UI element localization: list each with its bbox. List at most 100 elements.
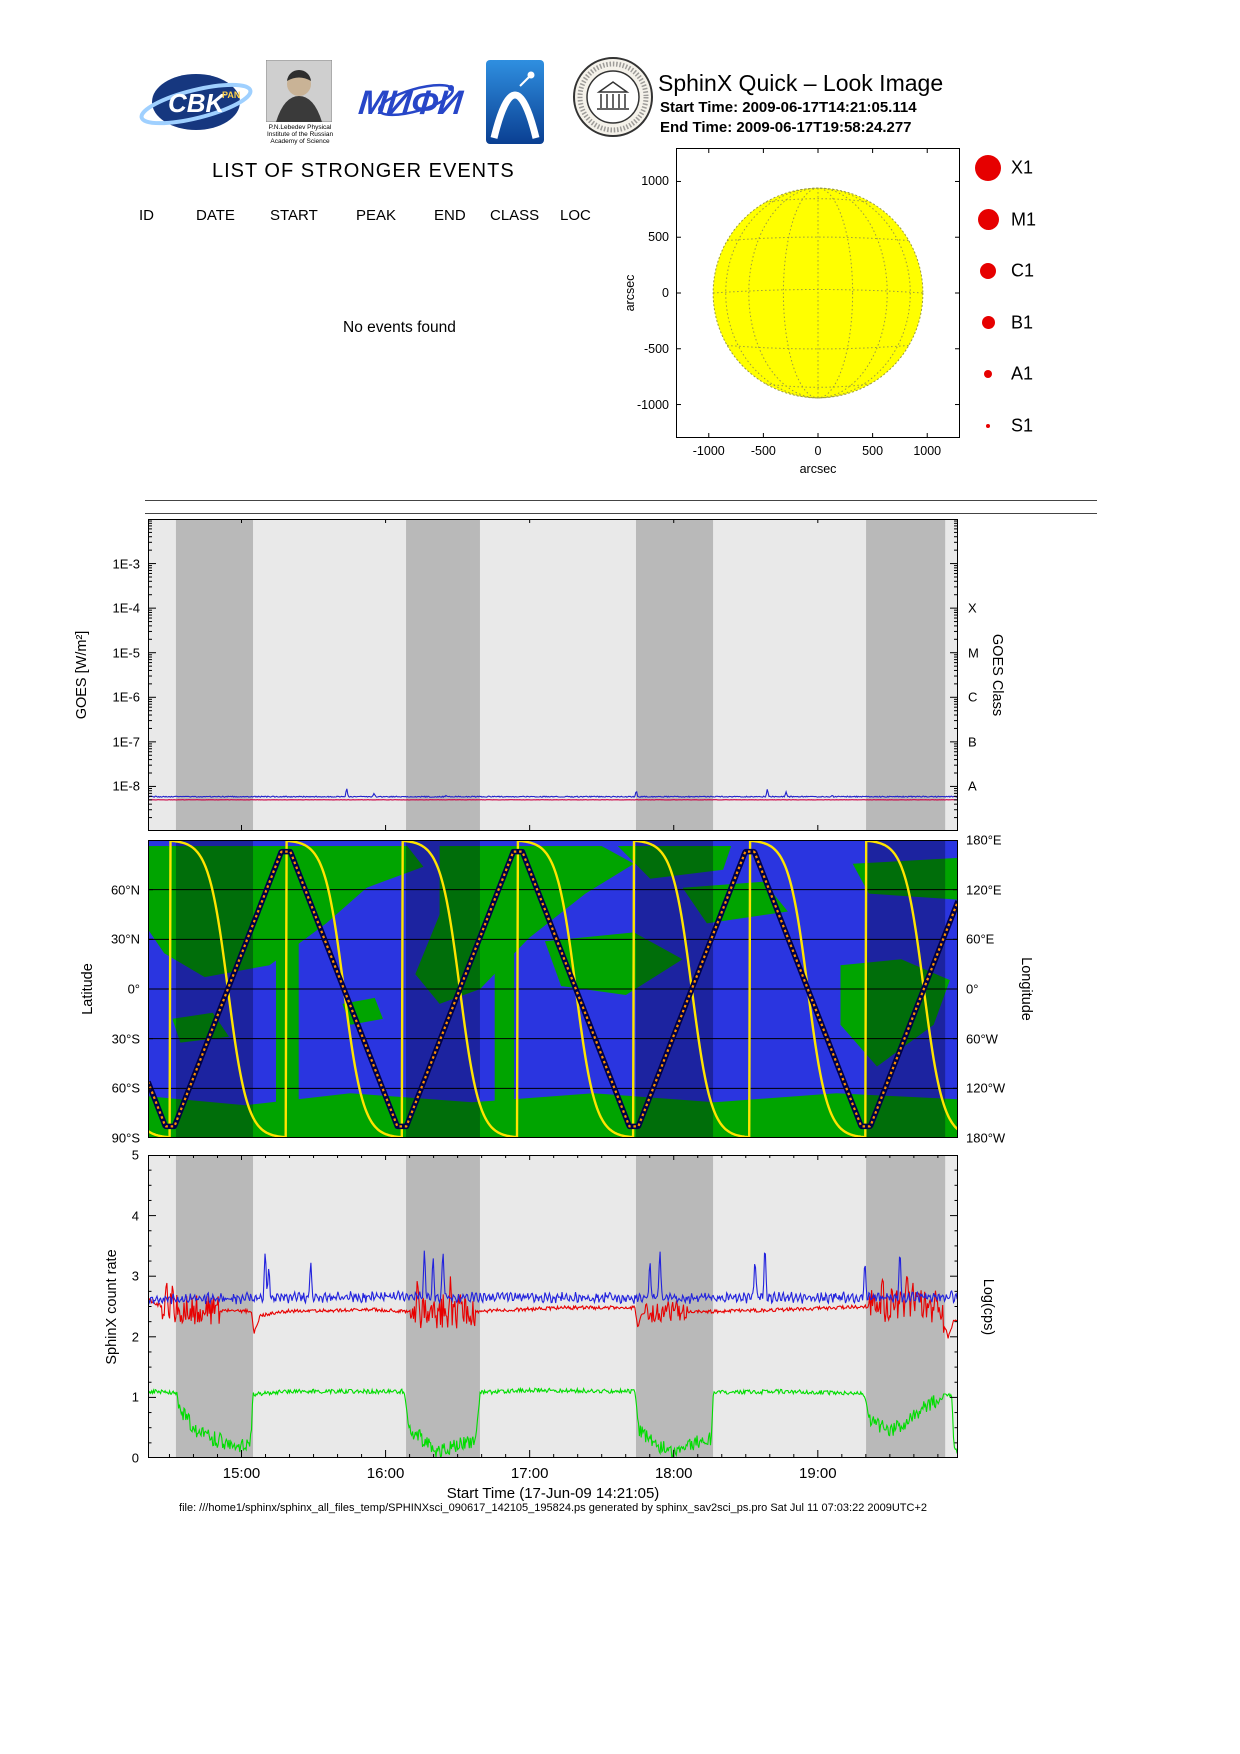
solar-xaxis-label: arcsec bbox=[799, 462, 837, 476]
legend-flare-class-label: S1 bbox=[1011, 415, 1034, 436]
tick-label: 1E-8 bbox=[112, 778, 140, 794]
tick-label: 5 bbox=[131, 1147, 139, 1163]
tick-label: 2 bbox=[131, 1329, 139, 1345]
events-column-header: END bbox=[434, 207, 466, 224]
tick-label: 0 bbox=[662, 286, 669, 300]
goes-flux-chart bbox=[148, 519, 958, 831]
tick-label: 17:00 bbox=[510, 1465, 549, 1482]
green-channel bbox=[148, 1386, 958, 1458]
map-right-axis-label: Longitude bbox=[1018, 957, 1034, 1021]
tick-label: 60°W bbox=[966, 1031, 998, 1047]
cbk-logo: CBK PAN bbox=[138, 70, 258, 134]
tick-label: 1000 bbox=[913, 444, 942, 458]
tick-label: -500 bbox=[750, 444, 776, 458]
end-time: End Time: 2009-06-17T19:58:24.277 bbox=[660, 119, 912, 136]
tick-label: 1E-5 bbox=[112, 645, 140, 661]
cbk-logo-graphic: CBK PAN bbox=[139, 74, 253, 130]
events-column-header: CLASS bbox=[490, 207, 540, 224]
tick-label: 3 bbox=[131, 1268, 139, 1284]
tick-label: 1E-4 bbox=[112, 600, 140, 616]
tick-label: 60°N bbox=[110, 882, 140, 898]
separator-line bbox=[145, 513, 1097, 514]
lebedev-caption: P.N.Lebedev Physical Institute of the Ru… bbox=[250, 124, 350, 145]
mephi-logo-graphic: МИФИ bbox=[357, 83, 466, 122]
events-empty-message: No events found bbox=[343, 319, 456, 336]
tick-label: 0° bbox=[127, 981, 140, 997]
lebedev-portrait-graphic bbox=[265, 59, 333, 123]
red-channel bbox=[148, 1276, 958, 1339]
tick-label: 60°S bbox=[111, 1080, 140, 1096]
legend-flare-class-label: C1 bbox=[1011, 260, 1035, 281]
legend-flare-class-dot bbox=[985, 423, 991, 429]
cbk-logo-subtext: PAN bbox=[222, 90, 240, 100]
tick-label: 180°W bbox=[966, 1130, 1006, 1146]
goes-class-label: A bbox=[968, 778, 977, 794]
ground-track-chart bbox=[148, 840, 958, 1138]
tick-label: 15:00 bbox=[222, 1465, 261, 1482]
legend-flare-class-dot bbox=[981, 316, 995, 330]
tick-label: 1000 bbox=[641, 174, 669, 189]
arch-logo-graphic bbox=[490, 71, 540, 139]
tick-label: 1E-3 bbox=[112, 556, 140, 572]
eclipse-bands bbox=[175, 519, 946, 831]
goes-class-label: X bbox=[968, 600, 977, 616]
blue-channel bbox=[148, 1250, 958, 1305]
rate-xaxis-label: Start Time (17-Jun-09 14:21:05) bbox=[446, 1485, 660, 1502]
tick-label: 1E-6 bbox=[112, 689, 140, 705]
rate-plot-bg bbox=[148, 1155, 958, 1458]
goes-flux bbox=[148, 788, 958, 799]
tick-label: 120°E bbox=[966, 882, 1002, 898]
events-column-header: DATE bbox=[196, 207, 235, 224]
cbk-logo-text: CBK bbox=[168, 88, 227, 118]
goes-class-label: C bbox=[968, 689, 978, 705]
lebedev-portrait bbox=[265, 59, 333, 123]
separator-line bbox=[145, 500, 1097, 501]
rate-yaxis-label: SphinX count rate bbox=[104, 1248, 120, 1365]
events-column-header: START bbox=[270, 207, 318, 224]
events-column-header: LOC bbox=[560, 207, 591, 224]
rate-right-axis-label: Log(cps) bbox=[980, 1278, 996, 1335]
plot-frame bbox=[148, 1155, 958, 1458]
start-time: Start Time: 2009-06-17T14:21:05.114 bbox=[660, 99, 917, 116]
plot-frame bbox=[676, 148, 960, 438]
page-title: SphinX Quick – Look Image bbox=[658, 70, 944, 96]
goes-class-axis-label: GOES Class bbox=[989, 633, 1005, 717]
events-heading: LIST OF STRONGER EVENTS bbox=[212, 160, 515, 182]
legend-flare-class-dot bbox=[980, 263, 996, 280]
orbit-track-outer bbox=[148, 848, 958, 1130]
solar-grid bbox=[713, 187, 923, 399]
goes-class-label: B bbox=[968, 734, 977, 750]
lebedev-caption-line: Academy of Science bbox=[270, 138, 330, 145]
tick-label: 30°S bbox=[111, 1031, 140, 1047]
tick-label: 19:00 bbox=[799, 1465, 837, 1482]
solar-yaxis-label: arcsec bbox=[623, 274, 637, 312]
legend-flare-class-label: M1 bbox=[1011, 209, 1037, 230]
tick-label: -1000 bbox=[692, 444, 725, 458]
legend-flare-class-dot bbox=[977, 209, 999, 231]
tick-label: 1E-7 bbox=[112, 734, 140, 750]
tick-label: 180°E bbox=[966, 832, 1002, 848]
university-seal-graphic bbox=[573, 57, 653, 137]
legend-flare-class-label: B1 bbox=[1011, 312, 1034, 333]
tick-label: 0 bbox=[814, 444, 822, 458]
arch-logo bbox=[486, 60, 544, 144]
tick-label: -1000 bbox=[637, 397, 669, 412]
legend-flare-class-label: A1 bbox=[1011, 363, 1034, 384]
legend-flare-class-label: X1 bbox=[1011, 157, 1034, 178]
lebedev-caption-line: P.N.Lebedev Physical bbox=[268, 124, 332, 131]
university-seal bbox=[572, 56, 654, 138]
footer-filepath: file: ///home1/sphinx/sphinx_all_files_t… bbox=[179, 1502, 927, 1514]
tick-label: 18:00 bbox=[654, 1465, 693, 1482]
events-column-header: ID bbox=[139, 207, 154, 224]
latitude-gridlines bbox=[148, 889, 958, 1089]
tick-label: 0 bbox=[131, 1450, 139, 1466]
tick-label: 16:00 bbox=[366, 1465, 405, 1482]
tick-label: 1 bbox=[131, 1389, 139, 1405]
count-rate-chart bbox=[148, 1155, 958, 1458]
lebedev-caption-line: Institute of the Russian bbox=[266, 131, 334, 138]
tick-label: 90°S bbox=[111, 1130, 140, 1146]
legend-flare-class-dot bbox=[984, 370, 992, 379]
plot-frame bbox=[148, 840, 958, 1138]
tick-label: 500 bbox=[862, 444, 884, 458]
